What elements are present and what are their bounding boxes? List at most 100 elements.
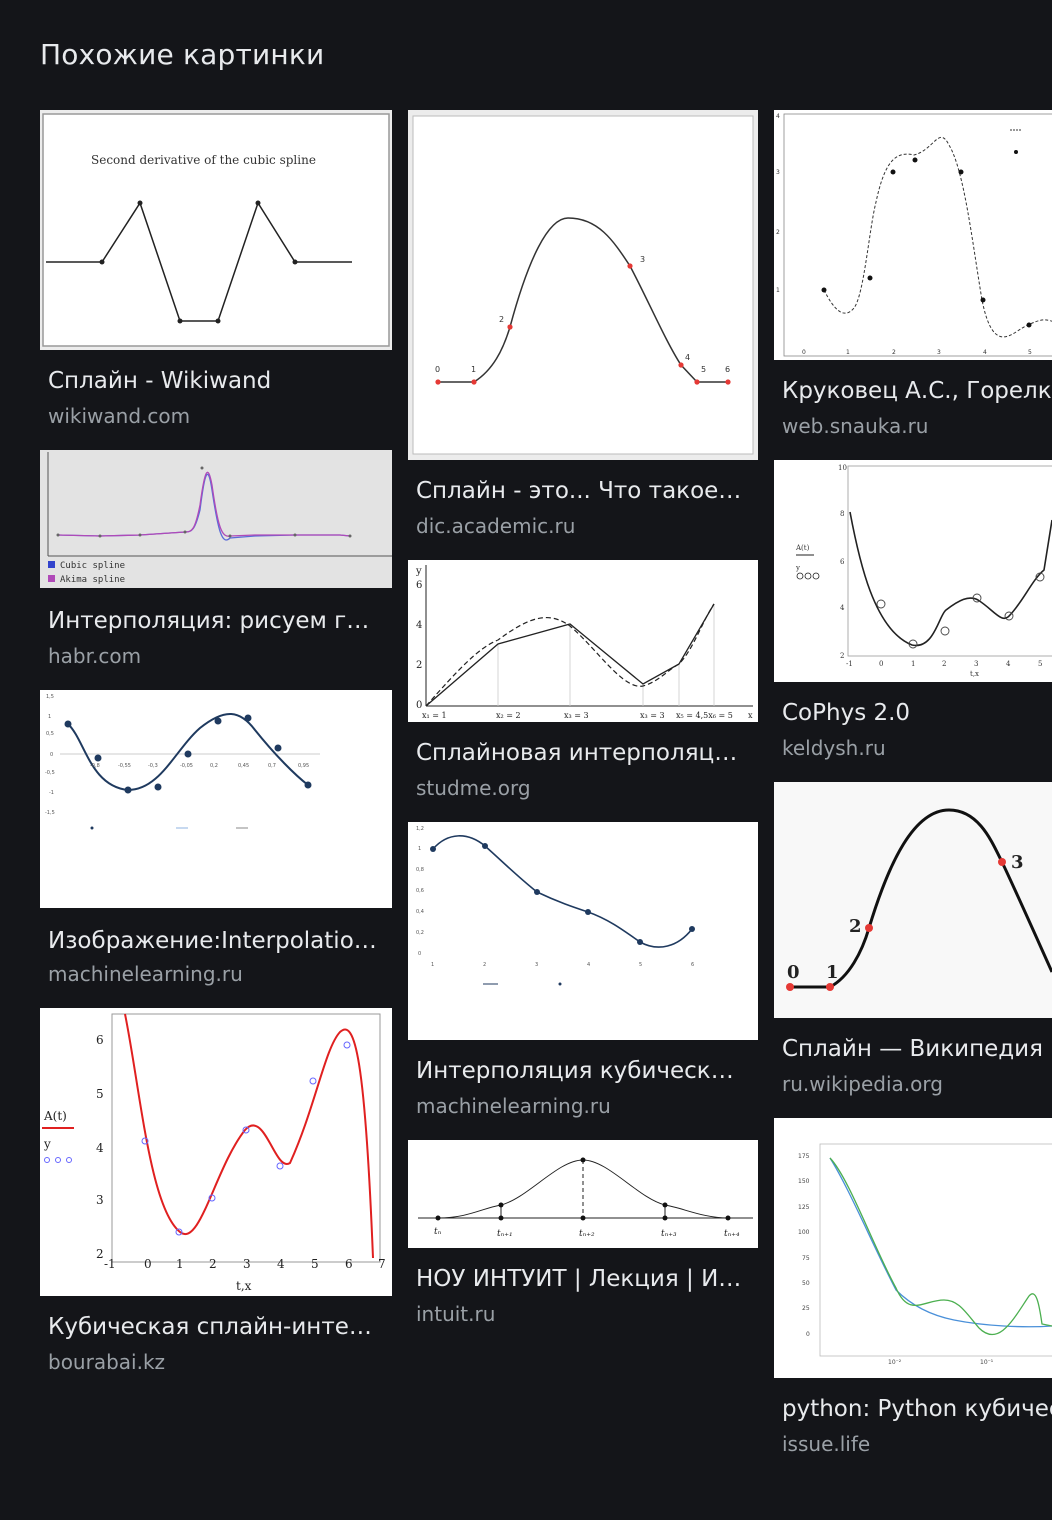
result-card-habr[interactable]: Cubic spline Akima spline Интерполяция: … xyxy=(40,450,392,672)
svg-text:5: 5 xyxy=(639,962,642,968)
svg-text:y: y xyxy=(415,566,422,577)
result-source[interactable]: intuit.ru xyxy=(416,1302,496,1326)
svg-text:75: 75 xyxy=(802,1255,810,1262)
result-thumbnail[interactable]: 175 150 125 100 75 50 25 0 10⁻² 10⁻¹ xyxy=(774,1118,1052,1378)
result-source[interactable]: machinelearning.ru xyxy=(48,962,243,986)
result-card-snauka[interactable]: 4 3 2 1 0 1 2 3 4 5 Круковец А.С., Горелкина web.… xyxy=(774,110,1052,442)
result-card-wikiwand[interactable]: Second derivative of the cubic spline Сп… xyxy=(40,110,392,440)
svg-text:0: 0 xyxy=(435,365,440,374)
result-card-issuelife[interactable]: 175 150 125 100 75 50 25 0 10⁻² 10⁻¹ python: Pyth… xyxy=(774,1118,1052,1464)
result-thumbnail[interactable]: Second derivative of the cubic spline xyxy=(40,110,392,350)
svg-text:0: 0 xyxy=(787,962,800,983)
svg-text:x₃ = 3: x₃ = 3 xyxy=(564,711,589,720)
result-card-academic[interactable]: 0 1 2 3 4 5 6 Сплайн - это... Что такое С… dic… xyxy=(408,110,758,550)
result-title[interactable]: python: Python кубическ xyxy=(782,1396,1052,1422)
svg-text:100: 100 xyxy=(798,1229,810,1236)
result-thumbnail[interactable]: 0 1 2 3 xyxy=(774,782,1052,1018)
result-title[interactable]: Круковец А.С., Горелкина xyxy=(782,378,1052,404)
result-source[interactable]: ru.wikipedia.org xyxy=(782,1072,943,1096)
svg-text:10⁻¹: 10⁻¹ xyxy=(980,1359,994,1366)
svg-text:1,2: 1,2 xyxy=(416,826,424,832)
result-source[interactable]: issue.life xyxy=(782,1432,871,1456)
result-card-bourabai[interactable]: 6 5 4 3 2 -1 0 1 2 3 4 5 6 7 t,x A(t) y Кубическая с… xyxy=(40,1008,392,1378)
svg-text:tₙ₊₁: tₙ₊₁ xyxy=(497,1229,513,1239)
svg-text:6: 6 xyxy=(691,962,694,968)
result-card-machinelearning-1[interactable]: 1,5 1 0,5 0 -0,5 -1 -1,5 -0,8 -0,55 -0,3 -0,05 0,2… xyxy=(40,690,392,990)
result-source[interactable]: keldysh.ru xyxy=(782,736,886,760)
svg-text:6: 6 xyxy=(416,580,422,591)
svg-text:4: 4 xyxy=(587,962,590,968)
svg-text:-1: -1 xyxy=(846,660,853,668)
result-title[interactable]: НОУ ИНТУИТ | Лекция | Ин… xyxy=(416,1266,746,1292)
result-thumbnail[interactable]: Cubic spline Akima spline xyxy=(40,450,392,588)
svg-text:Akima spline: Akima spline xyxy=(60,575,125,585)
svg-text:-0,55: -0,55 xyxy=(118,763,131,769)
result-title[interactable]: Сплайновая интерполяция… xyxy=(416,740,746,766)
svg-text:0,7: 0,7 xyxy=(268,763,276,769)
svg-text:1: 1 xyxy=(846,349,850,356)
result-thumbnail[interactable]: 1,2 1 0,8 0,6 0,4 0,2 0 1 2 3 4 5 6 xyxy=(408,822,758,1040)
svg-text:5: 5 xyxy=(1028,349,1032,356)
result-thumbnail[interactable]: 10 8 6 4 2 -1 0 1 2 3 4 5 t,x A(t) y xyxy=(774,460,1052,682)
result-title[interactable]: Интерполяция: рисуем гла… xyxy=(48,608,378,634)
result-title[interactable]: Сплайн - Wikiwand xyxy=(48,368,272,394)
svg-text:x₁ = 1: x₁ = 1 xyxy=(422,711,447,720)
result-source[interactable]: web.snauka.ru xyxy=(782,414,929,438)
thumb-caption: Second derivative of the cubic spline xyxy=(91,153,316,167)
result-source[interactable]: wikiwand.com xyxy=(48,404,191,428)
svg-text:t,x: t,x xyxy=(970,670,979,678)
svg-text:2: 2 xyxy=(892,349,896,356)
svg-text:25: 25 xyxy=(802,1305,810,1312)
svg-text:4: 4 xyxy=(685,353,690,362)
result-card-wikipedia[interactable]: 0 1 2 3 Сплайн — Википедия ru.wikipedia.org xyxy=(774,782,1052,1100)
svg-text:y: y xyxy=(43,1137,51,1151)
svg-text:3: 3 xyxy=(1011,852,1024,873)
svg-text:50: 50 xyxy=(802,1280,810,1287)
result-source[interactable]: machinelearning.ru xyxy=(416,1094,611,1118)
result-title[interactable]: Сплайн — Википедия xyxy=(782,1036,1043,1062)
svg-text:-0,3: -0,3 xyxy=(148,763,158,769)
svg-text:0,45: 0,45 xyxy=(238,763,249,769)
svg-text:0,2: 0,2 xyxy=(210,763,218,769)
result-title[interactable]: Сплайн - это... Что такое С… xyxy=(416,478,746,504)
result-thumbnail[interactable]: 0 1 2 3 4 5 6 xyxy=(408,110,758,460)
result-card-studme[interactable]: y 6 4 2 0 x₁ = 1 x₂ = 2 x₃ = 3 x₃ = 3 x₅ = 4,5x₆… xyxy=(408,560,758,806)
svg-text:0: 0 xyxy=(144,1257,152,1271)
result-card-intuit[interactable]: tₙ tₙ₊₁ tₙ₊₂ tₙ₊₃ tₙ₊₄ НОУ ИНТУИТ | Лекция |… xyxy=(408,1140,758,1332)
svg-text:2: 2 xyxy=(776,229,780,236)
result-title[interactable]: Кубическая сплайн-интерп… xyxy=(48,1314,378,1340)
result-title[interactable]: CoPhys 2.0 xyxy=(782,700,911,726)
result-source[interactable]: dic.academic.ru xyxy=(416,514,576,538)
result-title[interactable]: Изображение:Interpolation r… xyxy=(48,928,378,954)
svg-text:-0,8: -0,8 xyxy=(90,763,100,769)
svg-text:5: 5 xyxy=(701,365,706,374)
svg-text:4: 4 xyxy=(277,1257,285,1271)
svg-text:0: 0 xyxy=(416,700,422,711)
svg-text:2: 2 xyxy=(840,652,844,660)
svg-text:150: 150 xyxy=(798,1178,810,1185)
result-thumbnail[interactable]: y 6 4 2 0 x₁ = 1 x₂ = 2 x₃ = 3 x₃ = 3 x₅ = 4,5x₆… xyxy=(408,560,758,722)
result-thumbnail[interactable]: 4 3 2 1 0 1 2 3 4 5 xyxy=(774,110,1052,360)
result-source[interactable]: studme.org xyxy=(416,776,531,800)
svg-text:-1,5: -1,5 xyxy=(45,810,55,816)
result-card-machinelearning-2[interactable]: 1,2 1 0,8 0,6 0,4 0,2 0 1 2 3 4 5 6 Интерполяция ку… xyxy=(408,822,758,1122)
svg-text:x: x xyxy=(748,711,753,720)
result-thumbnail[interactable]: 1,5 1 0,5 0 -0,5 -1 -1,5 -0,8 -0,55 -0,3 -0,05 0,2… xyxy=(40,690,392,908)
svg-text:2: 2 xyxy=(499,315,504,324)
svg-text:3: 3 xyxy=(96,1193,104,1207)
section-title: Похожие картинки xyxy=(40,38,325,71)
svg-text:1: 1 xyxy=(431,962,434,968)
svg-text:5: 5 xyxy=(1038,660,1042,668)
svg-text:5: 5 xyxy=(96,1087,104,1101)
svg-text:0,6: 0,6 xyxy=(416,888,424,894)
svg-text:2: 2 xyxy=(849,916,862,937)
result-thumbnail[interactable]: 6 5 4 3 2 -1 0 1 2 3 4 5 6 7 t,x A(t) y xyxy=(40,1008,392,1296)
result-card-keldysh[interactable]: 10 8 6 4 2 -1 0 1 2 3 4 5 t,x A(t) y CoPhys 2.0 keld… xyxy=(774,460,1052,764)
svg-text:6: 6 xyxy=(840,558,845,566)
result-source[interactable]: bourabai.kz xyxy=(48,1350,166,1374)
result-source[interactable]: habr.com xyxy=(48,644,142,668)
svg-text:4: 4 xyxy=(840,604,845,612)
result-thumbnail[interactable]: tₙ tₙ₊₁ tₙ₊₂ tₙ₊₃ tₙ₊₄ xyxy=(408,1140,758,1248)
result-title[interactable]: Интерполяция кубическим… xyxy=(416,1058,746,1084)
svg-text:x₃ = 3: x₃ = 3 xyxy=(640,711,665,720)
